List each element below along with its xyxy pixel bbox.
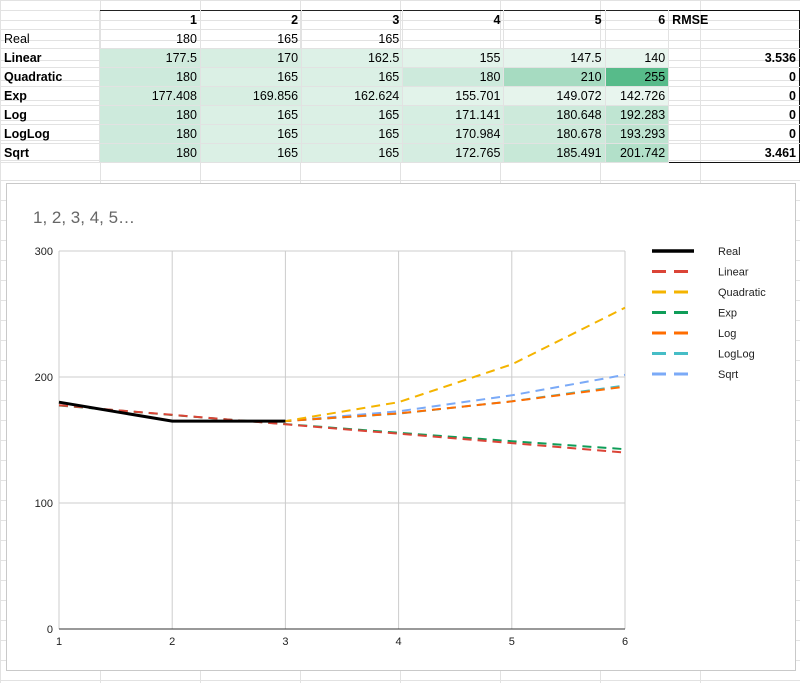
row-label-log[interactable]: Log [0, 105, 100, 125]
rmse-cell[interactable]: 0 [668, 86, 800, 106]
table-cell[interactable]: 155 [402, 48, 505, 68]
rmse-cell[interactable]: 0 [668, 67, 800, 87]
table-cell[interactable] [402, 29, 505, 49]
table-cell[interactable]: 180 [98, 29, 201, 49]
table-cell[interactable]: 162.624 [301, 86, 404, 106]
table-cell[interactable]: 201.742 [604, 143, 670, 163]
table-cell[interactable]: 171.141 [402, 105, 505, 125]
legend-label: Linear [718, 267, 749, 279]
row-label-quadratic[interactable]: Quadratic [0, 67, 100, 87]
table-cell[interactable]: 155.701 [402, 86, 505, 106]
legend-label: Quadratic [718, 287, 766, 299]
row-label-exp[interactable]: Exp [0, 86, 100, 106]
table-row: LogLog 180 165 165 170.984 180.678 193.293 0 [0, 124, 800, 144]
table-cell[interactable]: 177.5 [98, 48, 201, 68]
y-tick-label: 200 [35, 372, 53, 384]
column-header-6[interactable]: 6 [604, 10, 670, 30]
table-row: Exp 177.408 169.856 162.624 155.701 149.072 14… [0, 86, 800, 106]
rmse-cell[interactable]: 3.461 [668, 143, 800, 163]
table-cell[interactable]: 177.408 [98, 86, 201, 106]
table-cell[interactable]: 147.5 [503, 48, 606, 68]
legend-label: Exp [718, 308, 737, 320]
data-table: 1 2 3 4 5 6 RMSE Real 180 165 165 Linear 177.5 170 162… [0, 10, 800, 163]
rmse-cell[interactable]: 0 [668, 124, 800, 144]
table-cell[interactable]: 165 [301, 105, 404, 125]
legend-label: Real [718, 246, 741, 258]
row-label-real[interactable]: Real [0, 29, 100, 49]
column-header-4[interactable]: 4 [402, 10, 505, 30]
table-row: Real 180 165 165 [0, 29, 800, 49]
table-cell[interactable]: 165 [301, 124, 404, 144]
table-cell[interactable]: 172.765 [402, 143, 505, 163]
table-cell[interactable]: 165 [199, 67, 303, 87]
x-tick-label: 1 [56, 636, 62, 648]
rmse-header[interactable]: RMSE [668, 10, 800, 30]
rmse-cell[interactable] [668, 29, 800, 49]
table-cell[interactable]: 255 [604, 67, 670, 87]
table-cell[interactable] [503, 29, 606, 49]
rmse-cell[interactable]: 3.536 [668, 48, 800, 68]
y-tick-label: 100 [35, 498, 53, 510]
table-cell[interactable] [604, 29, 670, 49]
row-label-loglog[interactable]: LogLog [0, 124, 100, 144]
table-cell[interactable]: 165 [301, 67, 404, 87]
table-cell[interactable]: 162.5 [301, 48, 404, 68]
row-label-linear[interactable]: Linear [0, 48, 100, 68]
table-cell[interactable]: 180 [98, 143, 201, 163]
table-cell[interactable]: 165 [301, 143, 404, 163]
table-cell[interactable]: 142.726 [604, 86, 670, 106]
table-cell[interactable]: 165 [199, 143, 303, 163]
table-cell[interactable]: 210 [503, 67, 606, 87]
header-blank-cell[interactable] [0, 10, 100, 30]
legend-label: LogLog [718, 349, 755, 361]
table-cell[interactable]: 165 [301, 29, 404, 49]
legend-label: Sqrt [718, 369, 738, 381]
legend-label: Log [718, 328, 736, 340]
column-header-3[interactable]: 3 [301, 10, 404, 30]
x-tick-label: 4 [396, 636, 402, 648]
column-header-5[interactable]: 5 [503, 10, 606, 30]
table-cell[interactable]: 193.293 [604, 124, 670, 144]
table-cell[interactable]: 180 [98, 124, 201, 144]
x-tick-label: 5 [509, 636, 515, 648]
rmse-cell[interactable]: 0 [668, 105, 800, 125]
header-row: 1 2 3 4 5 6 RMSE [0, 10, 800, 30]
table-cell[interactable]: 165 [199, 124, 303, 144]
row-label-sqrt[interactable]: Sqrt [0, 143, 100, 163]
table-cell[interactable]: 180 [98, 67, 201, 87]
chart-card[interactable]: 1, 2, 3, 4, 5… 0 100 200 300 1 2 3 4 5 6 Real Linea… [6, 183, 796, 671]
column-header-1[interactable]: 1 [98, 10, 201, 30]
x-tick-label: 3 [282, 636, 288, 648]
table-row: Quadratic 180 165 165 180 210 255 0 [0, 67, 800, 87]
line-chart: 0 100 200 300 1 2 3 4 5 6 Real Linear Quadratic Exp Lo… [35, 246, 767, 648]
x-tick-label: 6 [622, 636, 628, 648]
table-cell[interactable]: 185.491 [503, 143, 606, 163]
table-cell[interactable]: 180.648 [503, 105, 606, 125]
chart-title: 1, 2, 3, 4, 5… [33, 208, 136, 227]
series-line-quadratic [58, 306, 626, 423]
series-line-real [58, 400, 286, 423]
table-cell[interactable]: 165 [199, 29, 303, 49]
table-cell[interactable]: 192.283 [604, 105, 670, 125]
table-cell[interactable]: 169.856 [199, 86, 303, 106]
table-row: Log 180 165 165 171.141 180.648 192.283 0 [0, 105, 800, 125]
table-row: Linear 177.5 170 162.5 155 147.5 140 3.536 [0, 48, 800, 68]
table-cell[interactable]: 180 [98, 105, 201, 125]
table-cell[interactable]: 149.072 [503, 86, 606, 106]
y-tick-label: 300 [35, 246, 53, 258]
table-cell[interactable]: 165 [199, 105, 303, 125]
column-header-2[interactable]: 2 [199, 10, 303, 30]
y-tick-label: 0 [47, 624, 53, 636]
table-cell[interactable]: 140 [604, 48, 670, 68]
table-cell[interactable]: 180 [402, 67, 505, 87]
x-tick-label: 2 [169, 636, 175, 648]
table-cell[interactable]: 180.678 [503, 124, 606, 144]
table-cell[interactable]: 170.984 [402, 124, 505, 144]
series-line-linear [58, 404, 626, 454]
table-cell[interactable]: 170 [199, 48, 303, 68]
table-row: Sqrt 180 165 165 172.765 185.491 201.742 3.461 [0, 143, 800, 163]
